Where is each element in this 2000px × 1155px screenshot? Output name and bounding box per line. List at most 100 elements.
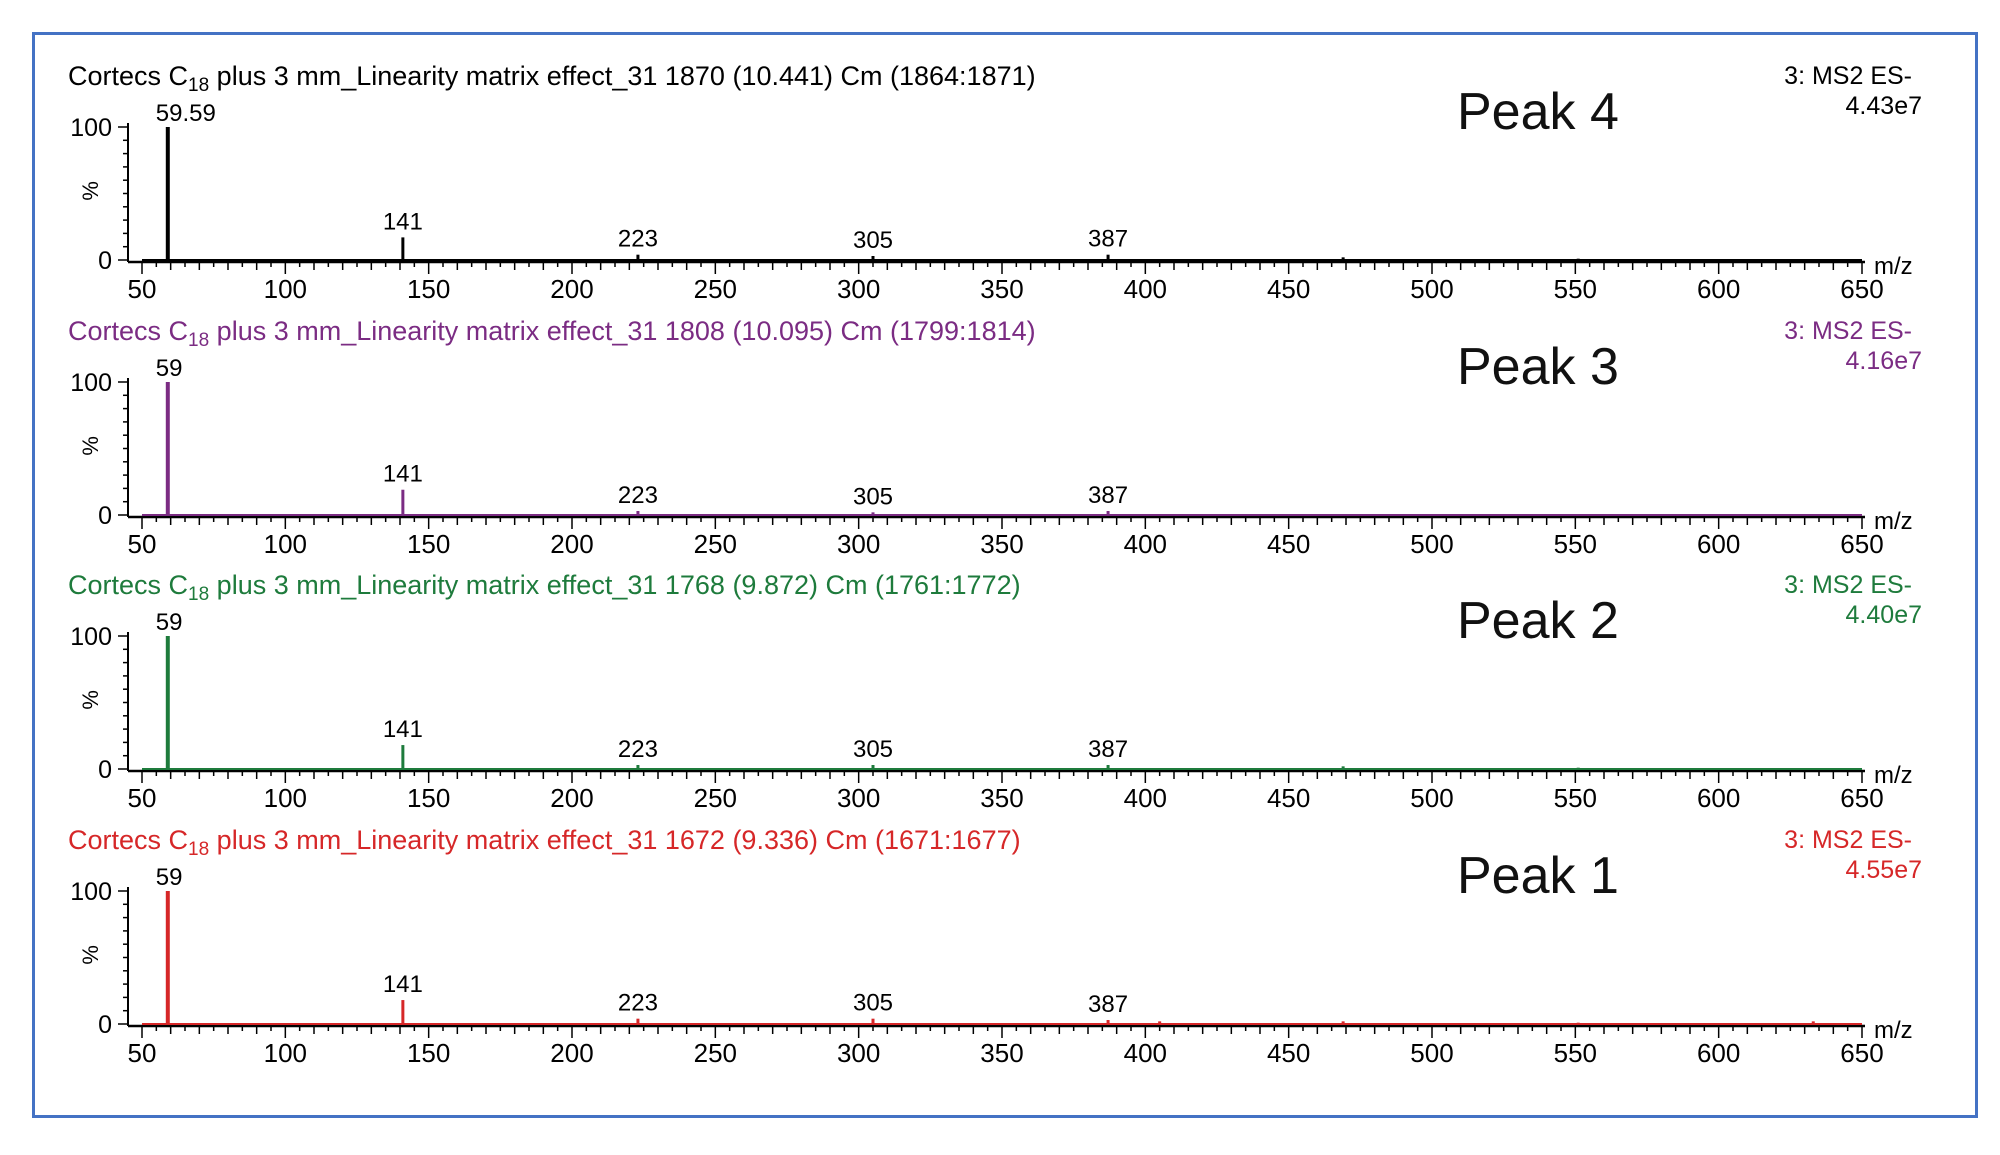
x-tick-label: 650 bbox=[1840, 1038, 1883, 1068]
peak-annotation: 223 bbox=[618, 226, 658, 253]
peak-annotation: 305 bbox=[853, 227, 893, 254]
x-tick-label: 400 bbox=[1124, 529, 1167, 559]
x-tick-label: 450 bbox=[1267, 529, 1310, 559]
y-tick-label: 100 bbox=[70, 623, 112, 651]
x-tick-label: 600 bbox=[1697, 783, 1740, 813]
x-axis-label: m/z bbox=[1874, 762, 1913, 789]
x-tick-label: 550 bbox=[1554, 529, 1597, 559]
max-intensity: 4.16e7 bbox=[1845, 347, 1922, 375]
run-title: Cortecs C18 plus 3 mm_Linearity matrix e… bbox=[68, 825, 1021, 860]
peak-annotation: 59 bbox=[156, 355, 183, 382]
x-tick-label: 300 bbox=[837, 783, 880, 813]
x-tick-label: 100 bbox=[264, 783, 307, 813]
peak-annotation: 141 bbox=[383, 208, 423, 235]
x-tick-label: 350 bbox=[980, 1038, 1023, 1068]
x-tick-label: 150 bbox=[407, 783, 450, 813]
peak-annotation: 305 bbox=[853, 990, 893, 1017]
x-tick-label: 550 bbox=[1554, 1038, 1597, 1068]
y-tick-label: 0 bbox=[98, 247, 112, 275]
x-tick-label: 100 bbox=[264, 529, 307, 559]
y-axis-label: % bbox=[78, 945, 103, 965]
run-title: Cortecs C18 plus 3 mm_Linearity matrix e… bbox=[68, 570, 1021, 605]
spectrum-panel: Cortecs C18 plus 3 mm_Linearity matrix e… bbox=[0, 315, 2000, 572]
y-tick-label: 100 bbox=[70, 878, 112, 906]
x-tick-label: 150 bbox=[407, 1038, 450, 1068]
spectrum-plot: 0 100% 50 100 150 200 250 300 350 400 450 500 550 600… bbox=[70, 100, 1913, 304]
peak-annotation: 141 bbox=[383, 461, 423, 488]
x-axis-label: m/z bbox=[1874, 508, 1913, 535]
spectrum-plot: 0 100% 50 100 150 200 250 300 350 400 450 500 550 600… bbox=[70, 355, 1913, 559]
max-intensity: 4.43e7 bbox=[1845, 92, 1922, 120]
y-tick-label: 0 bbox=[98, 1011, 112, 1039]
x-tick-label: 600 bbox=[1697, 529, 1740, 559]
x-tick-label: 350 bbox=[980, 274, 1023, 304]
peak-annotation: 141 bbox=[383, 971, 423, 998]
x-tick-label: 200 bbox=[550, 1038, 593, 1068]
x-tick-label: 500 bbox=[1410, 274, 1453, 304]
x-tick-label: 600 bbox=[1697, 274, 1740, 304]
peak-annotation: 223 bbox=[618, 990, 658, 1017]
peak-label: Peak 4 bbox=[1457, 83, 1619, 141]
function-label: 3: MS2 ES- bbox=[1784, 317, 1912, 345]
x-tick-label: 450 bbox=[1267, 1038, 1310, 1068]
x-tick-label: 550 bbox=[1554, 783, 1597, 813]
x-tick-label: 600 bbox=[1697, 1038, 1740, 1068]
y-tick-label: 100 bbox=[70, 114, 112, 142]
x-tick-label: 300 bbox=[837, 529, 880, 559]
x-tick-label: 550 bbox=[1554, 274, 1597, 304]
figure-frame bbox=[32, 32, 1978, 1118]
y-tick-label: 0 bbox=[98, 756, 112, 784]
peak-label: Peak 3 bbox=[1457, 338, 1619, 396]
x-tick-label: 350 bbox=[980, 783, 1023, 813]
x-tick-label: 400 bbox=[1124, 783, 1167, 813]
x-tick-label: 50 bbox=[128, 274, 157, 304]
x-tick-label: 50 bbox=[128, 1038, 157, 1068]
peak-annotation: 387 bbox=[1088, 226, 1128, 253]
peak-label: Peak 1 bbox=[1457, 847, 1619, 905]
x-tick-label: 500 bbox=[1410, 529, 1453, 559]
peak-annotation: 59 bbox=[156, 864, 183, 891]
x-tick-label: 150 bbox=[407, 274, 450, 304]
y-tick-label: 0 bbox=[98, 502, 112, 530]
x-tick-label: 450 bbox=[1267, 274, 1310, 304]
spectrum-panel: Cortecs C18 plus 3 mm_Linearity matrix e… bbox=[0, 569, 2000, 826]
peak-annotation: 387 bbox=[1088, 991, 1128, 1018]
max-intensity: 4.55e7 bbox=[1845, 856, 1922, 884]
x-tick-label: 400 bbox=[1124, 1038, 1167, 1068]
x-tick-label: 300 bbox=[837, 1038, 880, 1068]
x-tick-label: 200 bbox=[550, 783, 593, 813]
spectrum-plot: 0 100% 50 100 150 200 250 300 350 400 450 500 550 600… bbox=[70, 609, 1913, 813]
run-title: Cortecs C18 plus 3 mm_Linearity matrix e… bbox=[68, 61, 1036, 96]
peak-annotation: 59 bbox=[156, 609, 183, 636]
x-tick-label: 650 bbox=[1840, 274, 1883, 304]
x-tick-label: 500 bbox=[1410, 1038, 1453, 1068]
y-axis-label: % bbox=[78, 436, 103, 456]
spectrum-panel: Cortecs C18 plus 3 mm_Linearity matrix e… bbox=[0, 60, 2000, 317]
peak-annotation: 141 bbox=[383, 716, 423, 743]
y-tick-label: 100 bbox=[70, 369, 112, 397]
x-tick-label: 350 bbox=[980, 529, 1023, 559]
x-axis-label: m/z bbox=[1874, 253, 1913, 280]
x-tick-label: 250 bbox=[694, 529, 737, 559]
x-axis-label: m/z bbox=[1874, 1017, 1913, 1044]
x-tick-label: 650 bbox=[1840, 529, 1883, 559]
max-intensity: 4.40e7 bbox=[1845, 601, 1922, 629]
spectrum-plot: 0 100% 50 100 150 200 250 300 350 400 450 500 550 600… bbox=[70, 864, 1913, 1068]
x-tick-label: 100 bbox=[264, 1038, 307, 1068]
peak-annotation: 223 bbox=[618, 482, 658, 509]
peak-annotation: 223 bbox=[618, 736, 658, 763]
x-tick-label: 50 bbox=[128, 529, 157, 559]
x-tick-label: 650 bbox=[1840, 783, 1883, 813]
x-tick-label: 500 bbox=[1410, 783, 1453, 813]
x-tick-label: 450 bbox=[1267, 783, 1310, 813]
x-tick-label: 150 bbox=[407, 529, 450, 559]
peak-annotation: 387 bbox=[1088, 736, 1128, 763]
peak-annotation: 305 bbox=[853, 736, 893, 763]
x-tick-label: 200 bbox=[550, 529, 593, 559]
peak-annotation: 387 bbox=[1088, 482, 1128, 509]
x-tick-label: 400 bbox=[1124, 274, 1167, 304]
peak-annotation: 59.59 bbox=[156, 100, 216, 127]
x-tick-label: 250 bbox=[694, 783, 737, 813]
y-axis-label: % bbox=[78, 690, 103, 710]
x-tick-label: 250 bbox=[694, 274, 737, 304]
